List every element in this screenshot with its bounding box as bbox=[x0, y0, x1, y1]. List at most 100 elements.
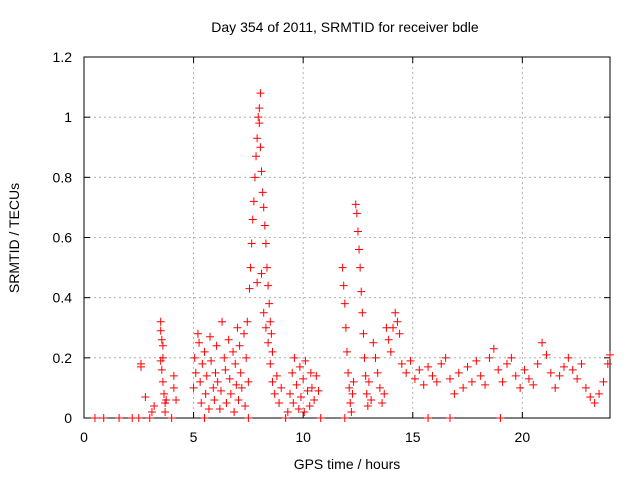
data-point bbox=[232, 380, 241, 389]
data-point bbox=[283, 407, 292, 416]
data-point bbox=[355, 245, 364, 254]
data-point bbox=[450, 389, 459, 398]
data-point bbox=[159, 389, 168, 398]
data-point bbox=[546, 368, 555, 377]
data-point bbox=[349, 377, 358, 386]
data-point bbox=[339, 281, 348, 290]
data-point bbox=[221, 365, 230, 374]
data-point bbox=[373, 368, 382, 377]
x-tick-label: 20 bbox=[515, 429, 531, 445]
data-point bbox=[603, 359, 612, 368]
data-point bbox=[419, 380, 428, 389]
data-point bbox=[253, 134, 262, 143]
data-point bbox=[239, 329, 248, 338]
data-point bbox=[303, 386, 312, 395]
data-point bbox=[255, 104, 264, 113]
y-tick-label: 1.2 bbox=[53, 49, 73, 65]
data-point bbox=[225, 374, 234, 383]
data-point bbox=[231, 359, 240, 368]
data-point bbox=[307, 383, 316, 392]
data-point bbox=[169, 371, 178, 380]
data-point bbox=[402, 368, 411, 377]
data-point bbox=[590, 398, 599, 407]
data-point bbox=[369, 338, 378, 347]
data-point bbox=[454, 368, 463, 377]
data-point bbox=[595, 389, 604, 398]
data-point bbox=[244, 377, 253, 386]
data-point bbox=[249, 197, 258, 206]
data-point bbox=[172, 395, 181, 404]
data-point bbox=[344, 368, 353, 377]
data-point bbox=[220, 353, 229, 362]
data-point bbox=[222, 398, 231, 407]
data-point bbox=[360, 353, 369, 362]
data-point bbox=[361, 371, 370, 380]
data-point bbox=[257, 167, 266, 176]
data-point bbox=[340, 414, 349, 422]
data-point bbox=[264, 338, 273, 347]
data-point bbox=[213, 377, 222, 386]
data-point bbox=[296, 392, 305, 401]
data-point bbox=[158, 377, 167, 386]
data-point bbox=[314, 386, 323, 395]
data-point bbox=[516, 383, 525, 392]
data-point bbox=[406, 356, 415, 365]
data-point bbox=[459, 383, 468, 392]
data-point bbox=[158, 341, 167, 350]
data-point bbox=[292, 380, 301, 389]
data-point bbox=[295, 362, 304, 371]
data-point bbox=[233, 323, 242, 332]
data-point bbox=[270, 389, 279, 398]
tick-labels: 0 5 10 15 20 0 0.2 0.4 0.6 0.8 1 1.2 bbox=[53, 49, 531, 445]
data-point bbox=[169, 383, 178, 392]
data-point bbox=[288, 368, 297, 377]
data-point bbox=[496, 414, 505, 422]
data-point bbox=[252, 152, 261, 161]
data-point bbox=[190, 353, 199, 362]
data-point bbox=[234, 395, 243, 404]
data-point bbox=[446, 374, 455, 383]
data-point bbox=[606, 350, 614, 359]
data-point bbox=[378, 398, 387, 407]
data-point bbox=[201, 389, 210, 398]
data-point bbox=[476, 371, 485, 380]
data-point bbox=[573, 374, 582, 383]
data-point bbox=[157, 335, 166, 344]
data-point bbox=[99, 414, 108, 422]
data-point bbox=[533, 359, 542, 368]
data-point bbox=[256, 89, 265, 98]
data-point bbox=[268, 377, 277, 386]
data-point bbox=[255, 119, 264, 128]
data-point bbox=[502, 359, 511, 368]
y-tick-label: 0 bbox=[64, 410, 72, 426]
data-point bbox=[397, 359, 406, 368]
data-point bbox=[202, 371, 211, 380]
data-point bbox=[204, 404, 213, 413]
data-point bbox=[363, 401, 372, 410]
data-point bbox=[189, 383, 198, 392]
data-point bbox=[286, 389, 295, 398]
data-point bbox=[250, 173, 259, 182]
data-point bbox=[301, 356, 310, 365]
data-point bbox=[236, 368, 245, 377]
data-point bbox=[209, 383, 218, 392]
data-point bbox=[446, 414, 455, 422]
x-tick-label: 5 bbox=[190, 429, 198, 445]
data-point bbox=[147, 407, 156, 416]
data-point bbox=[230, 407, 239, 416]
data-point bbox=[258, 188, 267, 197]
data-point bbox=[266, 359, 275, 368]
axis-ticks bbox=[83, 56, 610, 419]
data-point bbox=[316, 414, 325, 422]
data-point bbox=[357, 287, 366, 296]
data-point bbox=[215, 404, 224, 413]
data-point bbox=[356, 263, 365, 272]
data-point bbox=[242, 353, 251, 362]
data-point bbox=[90, 414, 99, 422]
data-point bbox=[245, 284, 254, 293]
y-tick-label: 0.8 bbox=[53, 169, 73, 185]
data-point bbox=[542, 350, 551, 359]
data-point bbox=[393, 317, 402, 326]
data-point bbox=[150, 401, 159, 410]
data-point bbox=[195, 338, 204, 347]
